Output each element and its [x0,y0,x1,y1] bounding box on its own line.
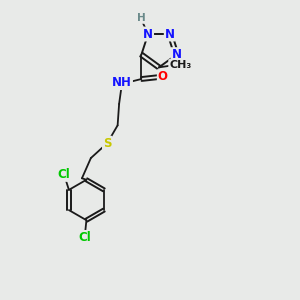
Text: Cl: Cl [57,168,70,181]
Text: N: N [165,28,175,40]
Text: CH₃: CH₃ [169,60,191,70]
Text: S: S [103,137,112,150]
Text: NH: NH [112,76,132,89]
Text: H: H [137,13,146,23]
Text: N: N [143,28,153,40]
Text: N: N [171,48,182,61]
Text: O: O [158,70,168,83]
Text: Cl: Cl [79,231,91,244]
